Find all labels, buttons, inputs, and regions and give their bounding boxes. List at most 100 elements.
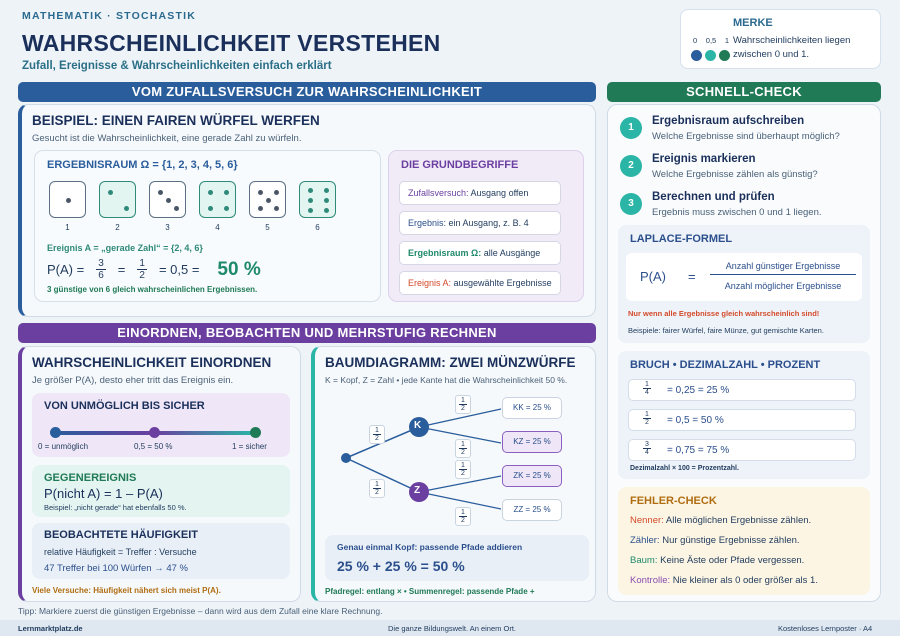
- term-key: Ergebnis:: [408, 218, 447, 228]
- die-label: 6: [315, 223, 320, 232]
- die-pip: [108, 190, 113, 195]
- term-value: Ausgang offen: [468, 188, 529, 198]
- merke-title: MERKE: [733, 17, 773, 29]
- laplace-beispiele: Beispiele: fairer Würfel, faire Münze, g…: [628, 326, 824, 335]
- die-pip: [258, 190, 263, 195]
- die-2: [99, 181, 136, 218]
- die-label: 4: [215, 223, 220, 232]
- page-title: WAHRSCHEINLICHKEIT VERSTEHEN: [22, 30, 441, 56]
- node-k: K: [414, 420, 422, 431]
- percent-result: 50 %: [217, 258, 261, 280]
- baum-title: BAUMDIAGRAMM: ZWEI MÜNZWÜRFE: [325, 355, 576, 370]
- baum-result-formula: 25 % + 25 % = 50 %: [337, 558, 465, 574]
- fehler-value: Nur günstige Ergebnisse zählen.: [659, 535, 800, 546]
- frac-num: 1: [137, 258, 147, 270]
- baum-result-title: Genau einmal Kopf: passende Pfade addier…: [337, 542, 523, 552]
- scale-dot-0: [50, 427, 61, 438]
- fehler-key: Baum:: [630, 555, 658, 566]
- die-pip: [208, 206, 213, 211]
- step-desc: Welche Ergebnisse sind überhaupt möglich…: [652, 131, 840, 142]
- tree-leaf: ZZ = 25 %: [502, 499, 562, 521]
- fehler-item: Baum: Keine Äste oder Pfade vergessen.: [630, 555, 804, 566]
- fehler-value: Alle möglichen Ergebnisse zählen.: [663, 515, 812, 526]
- grundbegriffe-card: DIE GRUNDBEGRIFFE Zufallsversuch: Ausgan…: [388, 150, 584, 302]
- die-pip: [324, 188, 329, 193]
- term-value: ausgewählte Ergebnisse: [451, 278, 552, 288]
- fehler-value: Nie kleiner als 0 oder größer als 1.: [670, 575, 818, 586]
- page-subtitle: Zufall, Ereignisse & Wahrscheinlichkeite…: [22, 60, 332, 72]
- bruch-value: = 0,75 = 75 %: [667, 445, 730, 456]
- banner-schnellcheck: SCHNELL-CHECK: [607, 82, 881, 102]
- fehler-item: Kontrolle: Nie kleiner als 0 oder größer…: [630, 575, 818, 586]
- baum-regel: Pfadregel: entlang × • Summenregel: pass…: [325, 587, 535, 596]
- scale-label-1: 1 = sicher: [232, 442, 267, 451]
- die-1: [49, 181, 86, 218]
- bruch-row: 1 4 = 0,25 = 25 %: [628, 379, 856, 401]
- beispiel-title: BEISPIEL: EINEN FAIREN WÜRFEL WERFEN: [32, 113, 320, 128]
- ergebnisraum-label: ERGEBNISRAUM Ω = {1, 2, 3, 4, 5, 6}: [47, 159, 238, 171]
- footer-left[interactable]: Lernmarktplatz.de: [18, 624, 83, 633]
- term-value: ein Ausgang, z. B. 4: [446, 218, 529, 228]
- ereignis-a: Ereignis A = „gerade Zahl“ = {2, 4, 6}: [47, 243, 203, 253]
- die-pip: [274, 190, 279, 195]
- frac-den: 2: [461, 470, 465, 477]
- step-title: Berechnen und prüfen: [652, 191, 775, 203]
- frac-den: 2: [375, 489, 379, 496]
- scale-dot-half: [149, 427, 160, 438]
- tree-leaf: ZK = 25 %: [502, 465, 562, 487]
- term-key: Zufallsversuch:: [408, 188, 469, 198]
- scale-card: VON UNMÖGLICH BIS SICHER 0 = unmöglich 0…: [32, 393, 290, 457]
- term-ereignis: Ereignis A: ausgewählte Ergebnisse: [399, 271, 561, 295]
- haeufigkeit-title: BEOBACHTETE HÄUFIGKEIT: [44, 529, 198, 541]
- kicker: MATHEMATIK · STOCHASTIK: [22, 10, 197, 22]
- banner-einordnen: EINORDNEN, BEOBACHTEN UND MEHRSTUFIG REC…: [18, 323, 596, 343]
- merke-body: Wahrscheinlichkeiten liegen zwischen 0 u…: [733, 35, 851, 60]
- frac-num: 1: [643, 411, 651, 419]
- dot-teal: [705, 50, 716, 61]
- scale-0: 0: [693, 36, 698, 45]
- die-label: 5: [265, 223, 270, 232]
- die-pip: [166, 198, 171, 203]
- fehler-title: FEHLER-CHECK: [630, 495, 717, 507]
- fehler-key: Zähler:: [630, 535, 660, 546]
- scale-dot-1: [250, 427, 261, 438]
- frac-den: 2: [461, 405, 465, 412]
- gegenereignis-formula: P(nicht A) = 1 – P(A): [44, 486, 163, 501]
- gegenereignis-title: GEGENEREIGNIS: [44, 472, 137, 484]
- merke-scale: 0 0,5 1: [693, 36, 729, 45]
- term-value: alle Ausgänge: [481, 248, 541, 258]
- dot-blue: [691, 50, 702, 61]
- bruch-row: 1 2 = 0,5 = 50 %: [628, 409, 856, 431]
- frac-num: 3: [96, 258, 106, 270]
- fehler-item: Nenner: Alle möglichen Ergebnisse zählen…: [630, 515, 811, 526]
- step-desc: Welche Ergebnisse zählen als günstig?: [652, 169, 818, 180]
- tree-diagram: [341, 408, 502, 510]
- step-number: 3: [620, 193, 642, 215]
- frac-den: 2: [461, 517, 465, 524]
- frac-den: 2: [645, 419, 649, 426]
- die-5: [249, 181, 286, 218]
- die-pip: [308, 198, 313, 203]
- einordnen-intro: Je größer P(A), desto eher tritt das Ere…: [32, 375, 234, 386]
- baum-panel: BAUMDIAGRAMM: ZWEI MÜNZWÜRFE K = Kopf, Z…: [311, 346, 596, 602]
- laplace-pa: P(A): [640, 269, 666, 284]
- einordnen-title: WAHRSCHEINLICHKEIT EINORDNEN: [32, 355, 272, 370]
- haeufigkeit-line1: relative Häufigkeit = Treffer : Versuche: [44, 547, 197, 557]
- beispiel-intro: Gesucht ist die Wahrscheinlichkeit, eine…: [32, 133, 302, 144]
- bruch-value: = 0,25 = 25 %: [667, 385, 730, 396]
- schnellcheck-panel: 1 Ergebnisraum aufschreiben Welche Ergeb…: [607, 104, 881, 602]
- frac-num: 1: [459, 509, 467, 517]
- laplace-denominator: Anzahl möglicher Ergebnisse: [724, 281, 842, 291]
- fehler-card: FEHLER-CHECK Nenner: Alle möglichen Erge…: [618, 487, 870, 595]
- die-pip: [66, 198, 71, 203]
- tipp-text: Tipp: Markiere zuerst die günstigen Erge…: [18, 606, 383, 616]
- die-pip: [308, 188, 313, 193]
- step-number: 2: [620, 155, 642, 177]
- footer-mid: Die ganze Bildungswelt. An einem Ort.: [388, 624, 516, 633]
